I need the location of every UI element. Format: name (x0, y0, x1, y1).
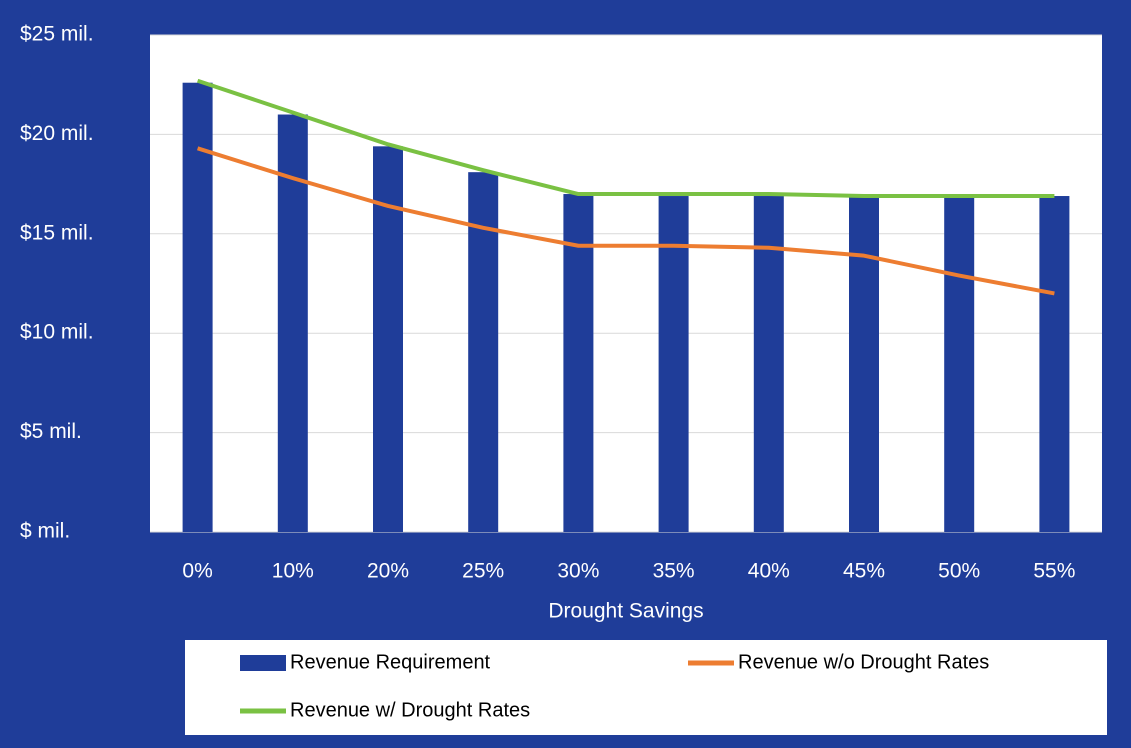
x-tick-label: 20% (367, 560, 409, 583)
x-tick-label: 50% (938, 560, 980, 583)
x-tick-label: 25% (462, 560, 504, 583)
x-tick-label: 30% (557, 560, 599, 583)
x-tick-label: 0% (182, 560, 212, 583)
x-tick-label: 10% (272, 560, 314, 583)
bar (944, 196, 975, 532)
legend-label: Revenue Requirement (290, 651, 491, 673)
bar (563, 194, 594, 533)
bar (1039, 196, 1070, 532)
legend-label: Revenue w/o Drought Rates (738, 651, 989, 673)
y-tick-label: $5 mil. (20, 420, 82, 443)
x-tick-label: 40% (748, 560, 790, 583)
legend-label: Revenue w/ Drought Rates (290, 699, 530, 721)
bar (373, 146, 403, 532)
line-series (196, 78, 1055, 199)
x-tick-label: 35% (653, 560, 695, 583)
line-series (197, 146, 1055, 296)
y-tick-label: $15 mil. (20, 221, 94, 244)
bar (849, 196, 879, 532)
y-tick-label: $ mil. (20, 520, 70, 543)
y-tick-label: $25 mil. (20, 23, 94, 46)
bar (753, 196, 784, 532)
bar (658, 196, 689, 532)
bar (468, 172, 499, 532)
bar (182, 82, 213, 532)
y-tick-label: $10 mil. (20, 321, 94, 344)
x-tick-label: 45% (843, 560, 885, 583)
x-tick-label: 55% (1033, 560, 1075, 583)
y-tick-label: $20 mil. (20, 122, 94, 145)
bar (277, 114, 308, 533)
x-axis-label: Drought Savings (548, 600, 703, 623)
legend-swatch (240, 655, 286, 671)
legend-box (185, 640, 1107, 735)
